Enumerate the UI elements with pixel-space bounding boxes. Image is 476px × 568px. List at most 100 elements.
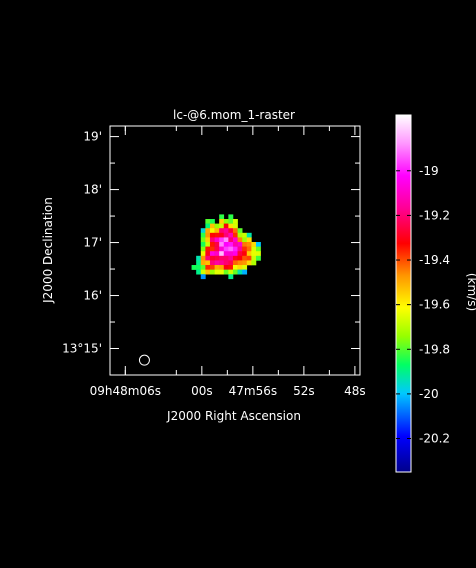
heatmap-pixel bbox=[223, 251, 229, 257]
heatmap-pixel bbox=[205, 232, 211, 238]
heatmap-pixel bbox=[246, 242, 252, 247]
heatmap-pixel bbox=[200, 255, 206, 261]
heatmap-pixel bbox=[242, 232, 248, 238]
heatmap-pixel bbox=[209, 223, 215, 229]
heatmap-pixel bbox=[196, 260, 202, 266]
heatmap-pixel bbox=[237, 251, 243, 257]
y-axis-label: J2000 Declination bbox=[41, 197, 55, 304]
heatmap-pixel bbox=[214, 232, 220, 238]
heatmap-pixel bbox=[196, 269, 202, 275]
heatmap-pixel bbox=[223, 219, 229, 224]
heatmap-pixel bbox=[219, 246, 225, 252]
heatmap-pixel bbox=[219, 242, 225, 247]
heatmap-pixel bbox=[219, 237, 225, 243]
y-tick-label: 13°15' bbox=[62, 342, 102, 356]
heatmap-pixel bbox=[200, 251, 206, 257]
heatmap-pixels bbox=[191, 214, 261, 280]
beam-ellipse bbox=[138, 354, 150, 366]
x-tick-label: 52s bbox=[293, 384, 315, 398]
heatmap-pixel bbox=[214, 269, 220, 275]
x-axis-label: J2000 Right Ascension bbox=[166, 409, 301, 423]
x-tick-label: 09h48m06s bbox=[90, 384, 161, 398]
heatmap-pixel bbox=[237, 232, 243, 238]
heatmap-pixel bbox=[200, 237, 206, 243]
heatmap-pixel bbox=[219, 251, 225, 257]
heatmap-pixel bbox=[200, 269, 206, 275]
heatmap-pixel bbox=[255, 255, 261, 261]
heatmap-pixel bbox=[237, 269, 243, 275]
heatmap-pixel bbox=[223, 237, 229, 243]
heatmap-pixel bbox=[232, 246, 238, 252]
heatmap-pixel bbox=[219, 223, 225, 229]
y-tick-label: 18' bbox=[83, 183, 102, 197]
heatmap-pixel bbox=[223, 228, 229, 234]
heatmap-pixel bbox=[223, 255, 229, 261]
heatmap-pixel bbox=[205, 269, 211, 275]
heatmap-pixel bbox=[237, 265, 243, 270]
heatmap-pixel bbox=[223, 242, 229, 247]
heatmap-pixel bbox=[242, 269, 248, 275]
heatmap-pixel bbox=[223, 223, 229, 229]
heatmap-pixel bbox=[209, 251, 215, 257]
heatmap-pixel bbox=[200, 246, 206, 252]
heatmap-pixel bbox=[228, 228, 234, 234]
heatmap-pixel bbox=[246, 260, 252, 266]
heatmap-pixel bbox=[251, 242, 257, 247]
heatmap-pixel bbox=[223, 265, 229, 270]
heatmap-pixel bbox=[232, 223, 238, 229]
heatmap-pixel bbox=[205, 228, 211, 234]
heatmap-pixel bbox=[209, 242, 215, 247]
colorbar-tick-label: -19.6 bbox=[419, 298, 450, 312]
colorbar-tick-label: -19.4 bbox=[419, 253, 450, 267]
heatmap-pixel bbox=[209, 255, 215, 261]
heatmap-pixel bbox=[237, 237, 243, 243]
heatmap-pixel bbox=[223, 232, 229, 238]
heatmap-pixel bbox=[209, 232, 215, 238]
heatmap-pixel bbox=[209, 260, 215, 266]
heatmap-pixel bbox=[219, 265, 225, 270]
heatmap-pixel bbox=[242, 260, 248, 266]
x-tick-label: 47m56s bbox=[229, 384, 277, 398]
heatmap-pixel bbox=[228, 260, 234, 266]
heatmap-pixel bbox=[196, 265, 202, 270]
heatmap-pixel bbox=[200, 242, 206, 247]
heatmap-pixel bbox=[205, 265, 211, 270]
heatmap-pixel bbox=[228, 274, 234, 280]
heatmap-pixel bbox=[200, 228, 206, 234]
heatmap-pixel bbox=[200, 260, 206, 266]
heatmap-pixel bbox=[237, 260, 243, 266]
x-tick-label: 00s bbox=[191, 384, 213, 398]
heatmap-pixel bbox=[214, 251, 220, 257]
heatmap-pixel bbox=[228, 246, 234, 252]
heatmap-pixel bbox=[219, 232, 225, 238]
heatmap-pixel bbox=[251, 246, 257, 252]
heatmap-pixel bbox=[214, 223, 220, 229]
heatmap-pixel bbox=[232, 232, 238, 238]
heatmap-pixel bbox=[228, 269, 234, 275]
heatmap-pixel bbox=[246, 246, 252, 252]
heatmap-pixel bbox=[242, 255, 248, 261]
heatmap-pixel bbox=[232, 255, 238, 261]
heatmap-pixel bbox=[228, 265, 234, 270]
heatmap-pixel bbox=[251, 251, 257, 257]
heatmap-pixel bbox=[219, 228, 225, 234]
heatmap-pixel bbox=[242, 242, 248, 247]
colorbar-tick-label: -20.2 bbox=[419, 432, 450, 446]
heatmap-pixel bbox=[242, 251, 248, 257]
heatmap-pixel bbox=[209, 265, 215, 270]
heatmap-pixel bbox=[200, 274, 206, 280]
heatmap-pixel bbox=[214, 246, 220, 252]
heatmap-pixel bbox=[246, 255, 252, 261]
colorbar-ticks: -19 -19.2 -19.4 -19.6 -19.8 -20 -20.2 bbox=[396, 164, 450, 446]
heatmap-pixel bbox=[232, 269, 238, 275]
colorbar-unit-label: (km/s) bbox=[465, 273, 476, 311]
heatmap-pixel bbox=[232, 265, 238, 270]
colorbar-tick-label: -20 bbox=[419, 387, 439, 401]
heatmap-pixel bbox=[205, 219, 211, 224]
heatmap-pixel bbox=[228, 223, 234, 229]
heatmap-pixel bbox=[228, 251, 234, 257]
heatmap-pixel bbox=[237, 228, 243, 234]
heatmap-pixel bbox=[219, 260, 225, 266]
heatmap-pixel bbox=[205, 223, 211, 229]
